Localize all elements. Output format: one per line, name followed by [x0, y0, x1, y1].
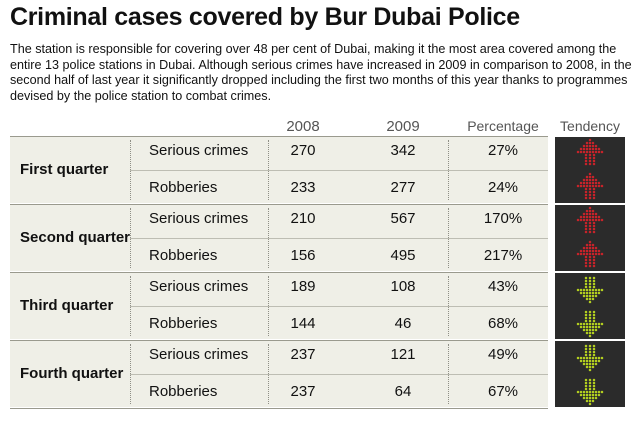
quarter-label: Second quarter	[20, 229, 131, 246]
quarter-divider	[10, 340, 548, 341]
percentage-value: 67%	[487, 383, 519, 400]
quarter-divider	[10, 204, 548, 205]
value-2008: 210	[290, 210, 316, 227]
category-label: Robberies	[149, 383, 218, 400]
column-divider	[448, 276, 449, 336]
column-divider	[448, 344, 449, 404]
percentage-value: 217%	[483, 247, 523, 264]
row-divider	[130, 306, 548, 307]
tendency-up-arrow-icon	[576, 240, 604, 268]
value-2008: 237	[290, 346, 316, 363]
tendency-down-arrow-icon	[576, 378, 604, 406]
percentage-value: 24%	[487, 179, 519, 196]
percentage-value: 49%	[487, 346, 519, 363]
column-divider	[268, 276, 269, 336]
column-divider	[448, 140, 449, 200]
column-divider	[130, 140, 131, 200]
quarter-label: First quarter	[20, 161, 109, 178]
percentage-value: 170%	[483, 210, 523, 227]
category-label: Serious crimes	[149, 278, 249, 295]
row-divider	[130, 238, 548, 239]
row-divider	[130, 374, 548, 375]
tendency-up-arrow-icon	[576, 138, 604, 166]
quarter-divider	[10, 272, 548, 273]
value-2009: 46	[394, 315, 412, 332]
column-divider	[268, 208, 269, 268]
value-2008: 156	[290, 247, 316, 264]
chart-subtitle: The station is responsible for covering …	[10, 42, 632, 103]
category-label: Serious crimes	[149, 210, 249, 227]
percentage-value: 27%	[487, 142, 519, 159]
row-divider	[130, 170, 548, 171]
tendency-down-arrow-icon	[576, 276, 604, 304]
category-label: Robberies	[149, 315, 218, 332]
category-label: Serious crimes	[149, 142, 249, 159]
chart-title: Criminal cases covered by Bur Dubai Poli…	[10, 3, 520, 31]
column-divider	[268, 344, 269, 404]
percentage-value: 43%	[487, 278, 519, 295]
header-rule	[10, 136, 548, 137]
quarter-divider	[10, 408, 548, 409]
column-header-2009: 2009	[386, 118, 420, 135]
column-divider	[448, 208, 449, 268]
value-2009: 277	[390, 179, 416, 196]
value-2008: 237	[290, 383, 316, 400]
column-divider	[130, 276, 131, 336]
value-2008: 189	[290, 278, 316, 295]
value-2009: 108	[390, 278, 416, 295]
category-label: Robberies	[149, 247, 218, 264]
category-label: Robberies	[149, 179, 218, 196]
column-divider	[268, 140, 269, 200]
tendency-down-arrow-icon	[576, 344, 604, 372]
column-divider	[130, 208, 131, 268]
column-header-tendency: Tendency	[560, 118, 620, 134]
column-divider	[130, 344, 131, 404]
percentage-value: 68%	[487, 315, 519, 332]
value-2009: 495	[390, 247, 416, 264]
value-2009: 64	[394, 383, 412, 400]
quarter-label: Third quarter	[20, 297, 114, 314]
value-2009: 342	[390, 142, 416, 159]
tendency-up-arrow-icon	[576, 172, 604, 200]
value-2008: 270	[290, 142, 316, 159]
tendency-up-arrow-icon	[576, 206, 604, 234]
column-header-2008: 2008	[286, 118, 320, 135]
value-2009: 121	[390, 346, 416, 363]
tendency-down-arrow-icon	[576, 310, 604, 338]
value-2009: 567	[390, 210, 416, 227]
quarter-label: Fourth quarter	[20, 365, 124, 382]
value-2008: 233	[290, 179, 316, 196]
column-header-percentage: Percentage	[467, 118, 539, 134]
value-2008: 144	[290, 315, 316, 332]
category-label: Serious crimes	[149, 346, 249, 363]
